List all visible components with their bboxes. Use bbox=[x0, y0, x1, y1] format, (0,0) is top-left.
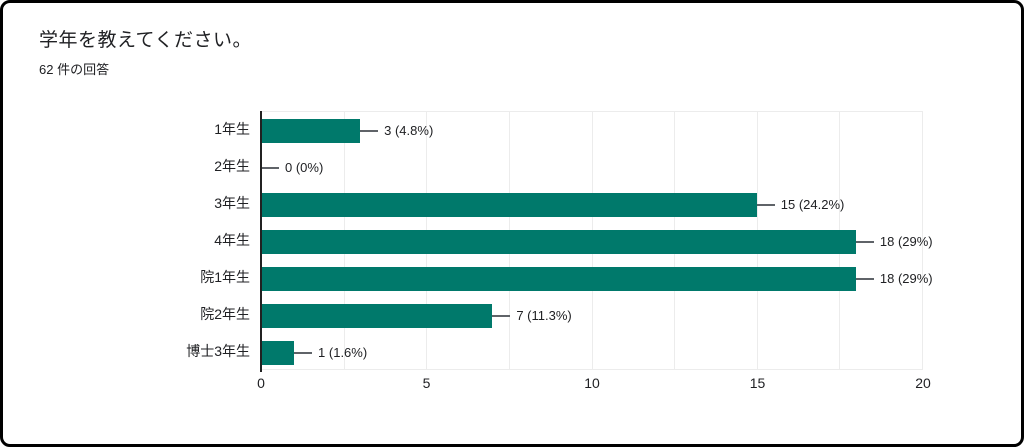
category-label: 1年生 bbox=[214, 121, 250, 137]
bar[interactable] bbox=[261, 192, 757, 217]
value-label: 0 (0%) bbox=[285, 160, 324, 175]
bar-row: 0 (0%) bbox=[261, 149, 922, 186]
leader-line bbox=[756, 203, 775, 206]
category-label: 4年生 bbox=[214, 232, 250, 248]
x-tick-label: 15 bbox=[749, 375, 766, 391]
bar[interactable] bbox=[261, 303, 493, 328]
value-label: 18 (29%) bbox=[879, 271, 933, 286]
y-axis-line bbox=[260, 111, 262, 372]
bar[interactable] bbox=[261, 340, 295, 365]
question-title: 学年を教えてください。 bbox=[39, 30, 252, 51]
bar-row: 18 (29%) bbox=[261, 260, 933, 297]
bar[interactable] bbox=[261, 229, 856, 254]
leader-line bbox=[492, 314, 511, 317]
leader-line bbox=[360, 129, 379, 132]
bar-chart-plot-area: 3 (4.8%) 0 (0%) 15 (24.2%) 18 (29%) 18 (29%)… bbox=[260, 111, 933, 372]
value-label: 3 (4.8%) bbox=[384, 123, 434, 138]
category-label: 2年生 bbox=[214, 158, 250, 174]
bar[interactable] bbox=[261, 266, 856, 291]
x-tick-label: 20 bbox=[915, 375, 931, 391]
bar-row: 15 (24.2%) bbox=[261, 186, 922, 223]
x-tick-label: 0 bbox=[257, 375, 265, 391]
category-label: 院1年生 bbox=[200, 269, 250, 285]
response-count: 62 件の回答 bbox=[39, 62, 110, 77]
leader-line bbox=[294, 351, 313, 354]
value-label: 1 (1.6%) bbox=[318, 345, 368, 360]
category-label: 博士3年生 bbox=[186, 343, 250, 359]
x-tick-label: 10 bbox=[584, 375, 600, 391]
value-label: 18 (29%) bbox=[879, 234, 933, 249]
bar-row: 7 (11.3%) bbox=[261, 297, 922, 334]
leader-line bbox=[261, 166, 279, 169]
leader-line bbox=[855, 277, 874, 280]
y-axis-labels: 1年生 2年生 3年生 4年生院1年生院2年生博士3年生 bbox=[3, 111, 261, 370]
leader-line bbox=[855, 240, 874, 243]
value-label: 15 (24.2%) bbox=[780, 197, 845, 212]
bar[interactable] bbox=[261, 118, 361, 143]
bar-row: 18 (29%) bbox=[261, 223, 933, 260]
gridline bbox=[922, 112, 923, 369]
x-axis-labels: 0 5 10 15 20 bbox=[257, 375, 931, 395]
category-label: 院2年生 bbox=[200, 306, 250, 322]
x-tick-label: 5 bbox=[422, 375, 431, 391]
value-label: 7 (11.3%) bbox=[516, 308, 572, 323]
bar-row: 3 (4.8%) bbox=[261, 112, 922, 149]
category-label: 3年生 bbox=[214, 195, 250, 211]
bar-row: 1 (1.6%) bbox=[261, 334, 922, 371]
